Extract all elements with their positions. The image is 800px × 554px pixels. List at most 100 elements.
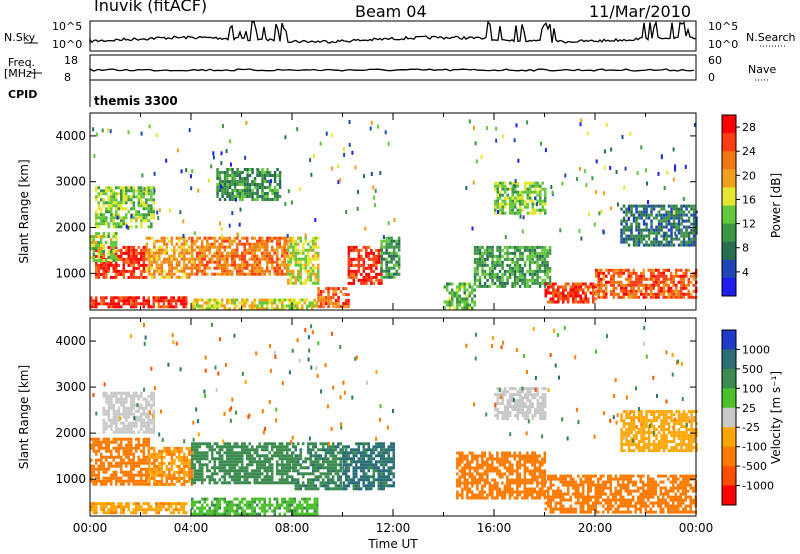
heatmap-cell [238, 469, 241, 473]
heatmap-cell [304, 278, 307, 282]
heatmap-cell [350, 269, 353, 273]
heatmap-cell [350, 281, 353, 285]
heatmap-cell [248, 174, 252, 177]
heatmap-cell [273, 266, 276, 270]
heatmap-cell [160, 505, 163, 509]
heatmap-cell [627, 271, 630, 275]
heatmap-cell [685, 234, 688, 238]
heatmap-cell [531, 269, 534, 273]
heatmap-cell [518, 257, 522, 261]
heatmap-cell [256, 448, 259, 452]
heatmap-cell [559, 291, 562, 295]
heatmap-cell [258, 272, 261, 276]
heatmap-cell [337, 478, 340, 482]
heatmap-cell [672, 216, 676, 220]
heatmap-cell [367, 469, 370, 473]
heatmap-cell [339, 442, 342, 446]
heatmap-cell [162, 302, 165, 306]
heatmap-cell [158, 452, 161, 456]
heatmap-cell [312, 454, 315, 458]
heatmap-cell [153, 449, 156, 453]
heatmap-cell [180, 302, 183, 306]
heatmap-cell [294, 448, 297, 452]
heatmap-cell [360, 466, 363, 470]
heatmap-cell [100, 238, 103, 242]
heatmap-cell [284, 135, 287, 140]
heatmap-cell [456, 294, 459, 298]
heatmap-cell [132, 299, 135, 303]
heatmap-cell [370, 251, 373, 255]
heatmap-cell [513, 251, 517, 255]
heatmap-cell [392, 272, 396, 276]
heatmap-cell [253, 263, 256, 267]
heatmap-cell [102, 204, 105, 208]
heatmap-cell [231, 301, 234, 305]
heatmap-cell [537, 182, 540, 187]
heatmap-cell [292, 239, 295, 243]
heatmap-cell [263, 272, 266, 276]
heatmap-cell [539, 193, 542, 197]
heatmap-cell [258, 457, 261, 461]
heatmap-cell [597, 280, 600, 284]
heatmap-cell [251, 254, 254, 258]
heatmap-cell [667, 286, 670, 290]
heatmap-cell [160, 296, 163, 300]
heatmap-cell [241, 180, 244, 183]
heatmap-cell [617, 295, 620, 299]
heatmap-cell [258, 463, 261, 467]
heatmap-cell [588, 212, 591, 217]
heatmap-cell [392, 451, 395, 455]
heatmap-cell [286, 472, 289, 476]
heatmap-cell [478, 248, 482, 252]
heatmap-cell [263, 251, 266, 255]
heatmap-cell [216, 466, 219, 470]
heatmap-cell [245, 120, 248, 125]
heatmap-cell [380, 245, 383, 249]
heatmap-cell [243, 186, 247, 189]
heatmap-cell [221, 457, 224, 461]
heatmap-cell [461, 306, 464, 310]
heatmap-cell [278, 263, 281, 267]
heatmap-cell [622, 289, 625, 293]
heatmap-cell [322, 466, 325, 470]
heatmap-cell [672, 289, 675, 293]
heatmap-cell [372, 484, 375, 488]
heatmap-cell [95, 467, 98, 471]
heatmap-cell [352, 272, 356, 276]
heatmap-cell [137, 502, 140, 506]
heatmap-cell [362, 257, 366, 261]
heatmap-cell [276, 448, 279, 452]
heatmap-cell [170, 248, 174, 252]
heatmap-cell [190, 260, 194, 264]
heatmap-cell [231, 254, 234, 258]
heatmap-cell [196, 475, 199, 479]
heatmap-cell [380, 254, 383, 258]
heatmap-cell [246, 251, 249, 255]
heatmap-cell [292, 451, 295, 455]
heatmap-cell [165, 299, 168, 303]
heatmap-cell [660, 222, 663, 226]
heatmap-cell [357, 460, 360, 464]
heatmap-cell [329, 448, 332, 452]
heatmap-cell [675, 225, 678, 229]
heatmap-cell [208, 445, 211, 449]
heatmap-cell [253, 478, 256, 482]
heatmap-cell [288, 463, 291, 467]
heatmap-cell [216, 168, 219, 171]
heatmap-cell [309, 272, 312, 276]
heatmap-cell [456, 285, 459, 289]
heatmap-cell [140, 269, 143, 273]
heatmap-cell [142, 461, 145, 465]
heatmap-cell [223, 192, 227, 195]
heatmap-cell [309, 457, 312, 461]
heatmap-cell [147, 204, 151, 208]
heatmap-cell [233, 195, 237, 198]
heatmap-cell [360, 460, 363, 464]
heatmap-cell [122, 207, 125, 211]
heatmap-cell [635, 237, 638, 241]
heatmap-cell [526, 281, 529, 285]
heatmap-cell [557, 300, 560, 304]
heatmap-cell [132, 207, 136, 211]
heatmap-cell [142, 219, 146, 223]
heatmap-cell [506, 245, 509, 249]
